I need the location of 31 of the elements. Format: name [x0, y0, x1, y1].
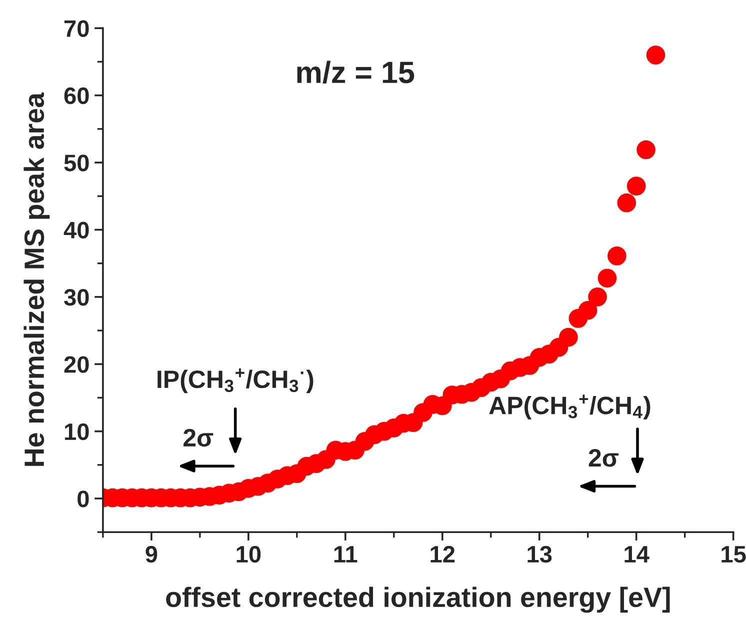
point — [646, 46, 666, 64]
x-tick-label: 12 — [430, 546, 455, 562]
y-axis-title: He normalized MS peak area — [24, 92, 50, 466]
x-tick-label: 11 — [334, 546, 358, 562]
annotation: IP(CH$_{3}$$^{+}$/CH$_{3}$$^{·}$) — [158, 368, 314, 394]
x-axis-title: offset corrected ionization energy [eV] — [166, 586, 670, 613]
x-tick-label: 14 — [624, 546, 650, 562]
y-tick-label: 40 — [64, 222, 89, 239]
y-tick-label: 0 — [78, 490, 89, 508]
y-tick-label: 70 — [64, 20, 89, 37]
x-tick-label: 15 — [722, 546, 746, 563]
point — [578, 300, 598, 320]
point — [559, 328, 578, 347]
annotation: 2σ — [184, 428, 214, 447]
annotation: AP(CH$_{3}$$^{+}$/CH$_{4}$) — [489, 394, 650, 420]
x-tick-label: 9 — [146, 546, 158, 563]
point — [626, 176, 646, 196]
y-tick-label: 30 — [64, 289, 89, 306]
point — [608, 246, 626, 266]
point — [598, 268, 617, 288]
y-tick-label: 50 — [64, 154, 89, 172]
point — [636, 140, 656, 160]
y-tick-label: 10 — [64, 423, 89, 440]
point — [617, 193, 636, 212]
annotation: 2σ — [588, 449, 618, 467]
annotation: m/z = 15 — [297, 60, 414, 84]
y-tick-label: 60 — [64, 87, 89, 104]
point — [588, 288, 607, 306]
y-tick-label: 20 — [64, 356, 89, 373]
x-tick-label: 13 — [528, 546, 552, 563]
x-tick-label: 10 — [236, 546, 261, 563]
